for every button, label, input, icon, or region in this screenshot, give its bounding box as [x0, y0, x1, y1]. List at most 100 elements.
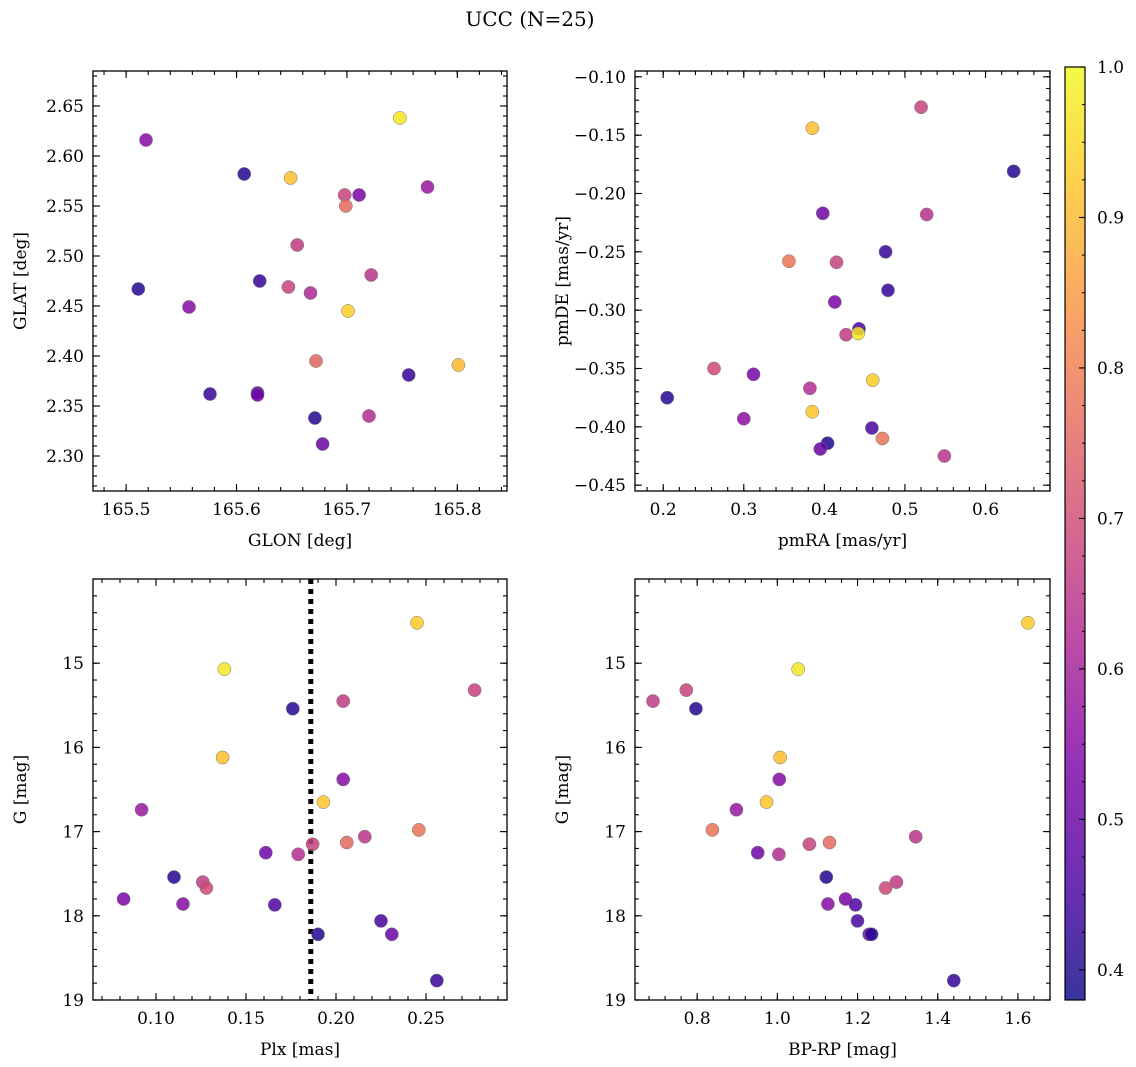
x-axis-label: BP-RP [mag] [788, 1040, 897, 1060]
data-point [316, 795, 331, 809]
data-point [750, 845, 765, 860]
tick-marks [93, 578, 507, 1001]
data-point [258, 845, 273, 860]
y-tick-label: −0.20 [574, 185, 626, 205]
data-point [309, 354, 323, 368]
data-point [315, 437, 330, 451]
data-point [791, 662, 806, 676]
data-point [914, 100, 928, 115]
x-tick-label: 0.3 [730, 500, 757, 520]
data-point [802, 837, 817, 852]
tick-marks [93, 71, 507, 491]
data-point [889, 875, 904, 889]
data-point [705, 823, 720, 837]
data-point [134, 802, 149, 817]
scatter-panel-3: 0.10 0.15 0.20 0.25 15 16 17 18 19 Plx [mas] G [ma… [11, 578, 508, 1060]
data-point [646, 694, 660, 708]
data-point [864, 927, 879, 942]
x-tick-label: 165.5 [102, 500, 151, 520]
data-point [839, 327, 853, 342]
x-tick-label: 165.8 [433, 500, 482, 520]
data-point [819, 870, 834, 884]
x-tick-label: 165.7 [323, 500, 372, 520]
y-tick-label: −0.10 [574, 68, 626, 88]
data-point [813, 442, 828, 456]
data-point [283, 171, 298, 185]
y-axis-label: G [mag] [11, 755, 31, 824]
x-tick-label: 1.0 [764, 1009, 791, 1029]
data-point [875, 431, 890, 446]
data-point [865, 421, 879, 435]
data-point [850, 914, 865, 928]
data-point [303, 286, 318, 300]
y-axis-label: pmDE [mas/yr] [553, 216, 573, 346]
data-point [384, 927, 399, 942]
data-point [285, 701, 300, 716]
data-point [420, 180, 435, 194]
data-point [451, 358, 466, 372]
axes-frame [634, 578, 1051, 1001]
colorbar-tick-label: 0.6 [1097, 660, 1124, 680]
axes-frame [634, 70, 1051, 492]
figure-title: UCC (N=25) [465, 7, 594, 31]
y-tick-label: −0.40 [574, 418, 626, 438]
data-point [215, 750, 230, 765]
data-point [116, 892, 131, 906]
data-point [357, 829, 372, 844]
y-axis-label: G [mag] [553, 755, 573, 824]
data-point [374, 914, 388, 928]
y-tick-label: 15 [62, 654, 84, 674]
data-point [821, 897, 835, 911]
data-point [878, 244, 893, 259]
data-point [281, 280, 296, 294]
data-point [829, 255, 844, 270]
y-axis-label: GLAT [deg] [11, 232, 31, 330]
plot-area [635, 71, 1050, 491]
y-tick-label: 19 [604, 991, 626, 1011]
data-point [878, 881, 893, 895]
x-tick-label: 0.8 [684, 1009, 711, 1029]
data-point [311, 927, 325, 942]
x-tick-label: 0.25 [407, 1009, 445, 1029]
plot-area [635, 579, 1050, 1000]
data-point [203, 387, 217, 401]
data-point [772, 772, 787, 787]
colorbar-tick-label: 0.7 [1097, 509, 1124, 529]
data-point [772, 847, 786, 862]
data-point [782, 254, 796, 269]
data-point [237, 167, 252, 181]
data-point [308, 411, 322, 425]
data-point [881, 283, 895, 298]
data-point [411, 823, 426, 837]
colorbar-tick-label: 0.5 [1097, 810, 1124, 830]
y-tick-label: 17 [62, 823, 84, 843]
data-point [848, 898, 863, 912]
data-point [805, 404, 820, 419]
data-point [759, 795, 774, 809]
data-point [746, 367, 761, 382]
data-point [660, 390, 675, 405]
y-tick-label: −0.30 [574, 301, 626, 321]
axes-frame [92, 70, 508, 492]
data-point [805, 121, 820, 136]
data-point [252, 274, 267, 288]
data-point [167, 870, 181, 884]
data-point [176, 897, 190, 911]
data-point [338, 199, 353, 213]
colorbar-gradient [1065, 67, 1085, 1000]
data-point [362, 409, 376, 423]
x-tick-label: 1.6 [1004, 1009, 1031, 1029]
x-tick-label: 1.4 [924, 1009, 951, 1029]
scatter-panel-4: 0.8 1.0 1.2 1.4 1.6 15 16 17 18 19 BP-RP [mag] G [m… [553, 578, 1051, 1060]
colorbar-frame [1064, 66, 1086, 1001]
y-tick-label: 2.40 [46, 347, 84, 367]
data-point [729, 802, 744, 817]
x-tick-label: 0.2 [650, 500, 677, 520]
x-axis-label: GLON [deg] [248, 531, 352, 551]
y-tick-label: 18 [62, 907, 84, 927]
data-point [131, 282, 146, 296]
data-point [908, 829, 923, 844]
data-point [679, 683, 694, 697]
data-point [865, 373, 880, 388]
y-tick-label: 16 [62, 738, 84, 758]
